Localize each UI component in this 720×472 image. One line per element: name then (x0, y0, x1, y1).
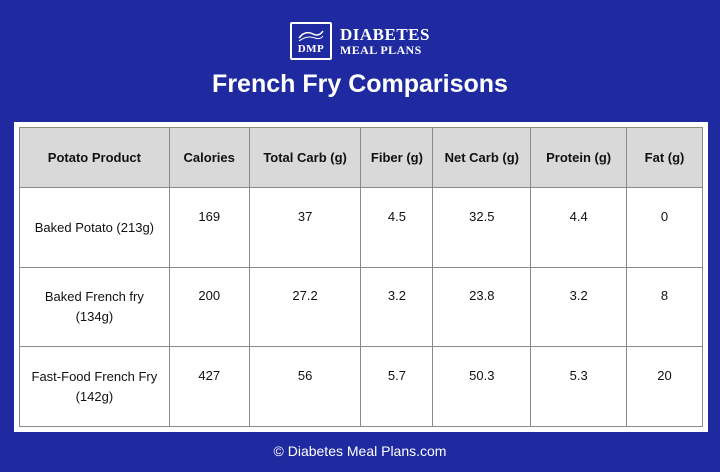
total-carb-cell: 56 (248, 346, 362, 427)
column-header: Total Carb (g) (248, 127, 362, 188)
product-cell: Baked French fry (134g) (19, 266, 170, 348)
column-header: Fat (g) (626, 127, 703, 188)
fiber-cell: 4.5 (360, 187, 434, 268)
logo-mark-icon: DMP (290, 22, 332, 60)
logo-line-1: DIABETES (340, 24, 430, 44)
column-header: Net Carb (g) (432, 127, 532, 188)
protein-cell: 4.4 (530, 187, 628, 268)
protein-cell: 5.3 (530, 346, 628, 427)
total-carb-cell: 27.2 (248, 266, 362, 348)
column-header: Fiber (g) (360, 127, 434, 188)
column-header: Protein (g) (530, 127, 628, 188)
total-carb-cell: 37 (248, 187, 362, 268)
logo-mark-text: DMP (297, 43, 325, 55)
page-title: French Fry Comparisons (212, 70, 508, 98)
brand-logo: DMP DIABETES MEAL PLANS (290, 22, 430, 60)
table-row: Baked Potato (213g) 169 37 4.5 32.5 4.4 … (19, 187, 703, 268)
calories-cell: 200 (168, 266, 250, 348)
fat-cell: 0 (626, 187, 703, 268)
calories-cell: 169 (168, 187, 250, 268)
table-row: Baked French fry (134g) 200 27.2 3.2 23.… (19, 266, 703, 348)
fiber-cell: 3.2 (360, 266, 434, 348)
comparison-table-container: Potato Product Calories Total Carb (g) F… (14, 122, 708, 432)
logo-wordmark: DIABETES MEAL PLANS (340, 24, 430, 57)
calories-cell: 427 (168, 346, 250, 427)
copyright-footer: © Diabetes Meal Plans.com (273, 443, 447, 459)
table-header-row: Potato Product Calories Total Carb (g) F… (19, 127, 703, 188)
comparison-table: Potato Product Calories Total Carb (g) F… (19, 127, 703, 427)
fat-cell: 8 (626, 266, 703, 348)
fiber-cell: 5.7 (360, 346, 434, 427)
protein-cell: 3.2 (530, 266, 628, 348)
net-carb-cell: 50.3 (432, 346, 532, 427)
net-carb-cell: 32.5 (432, 187, 532, 268)
net-carb-cell: 23.8 (432, 266, 532, 348)
fat-cell: 20 (626, 346, 703, 427)
product-cell: Baked Potato (213g) (19, 187, 170, 268)
product-cell: Fast-Food French Fry (142g) (19, 346, 170, 427)
column-header: Potato Product (19, 127, 170, 188)
logo-line-2: MEAL PLANS (340, 42, 422, 57)
column-header: Calories (168, 127, 250, 188)
table-row: Fast-Food French Fry (142g) 427 56 5.7 5… (19, 346, 703, 427)
